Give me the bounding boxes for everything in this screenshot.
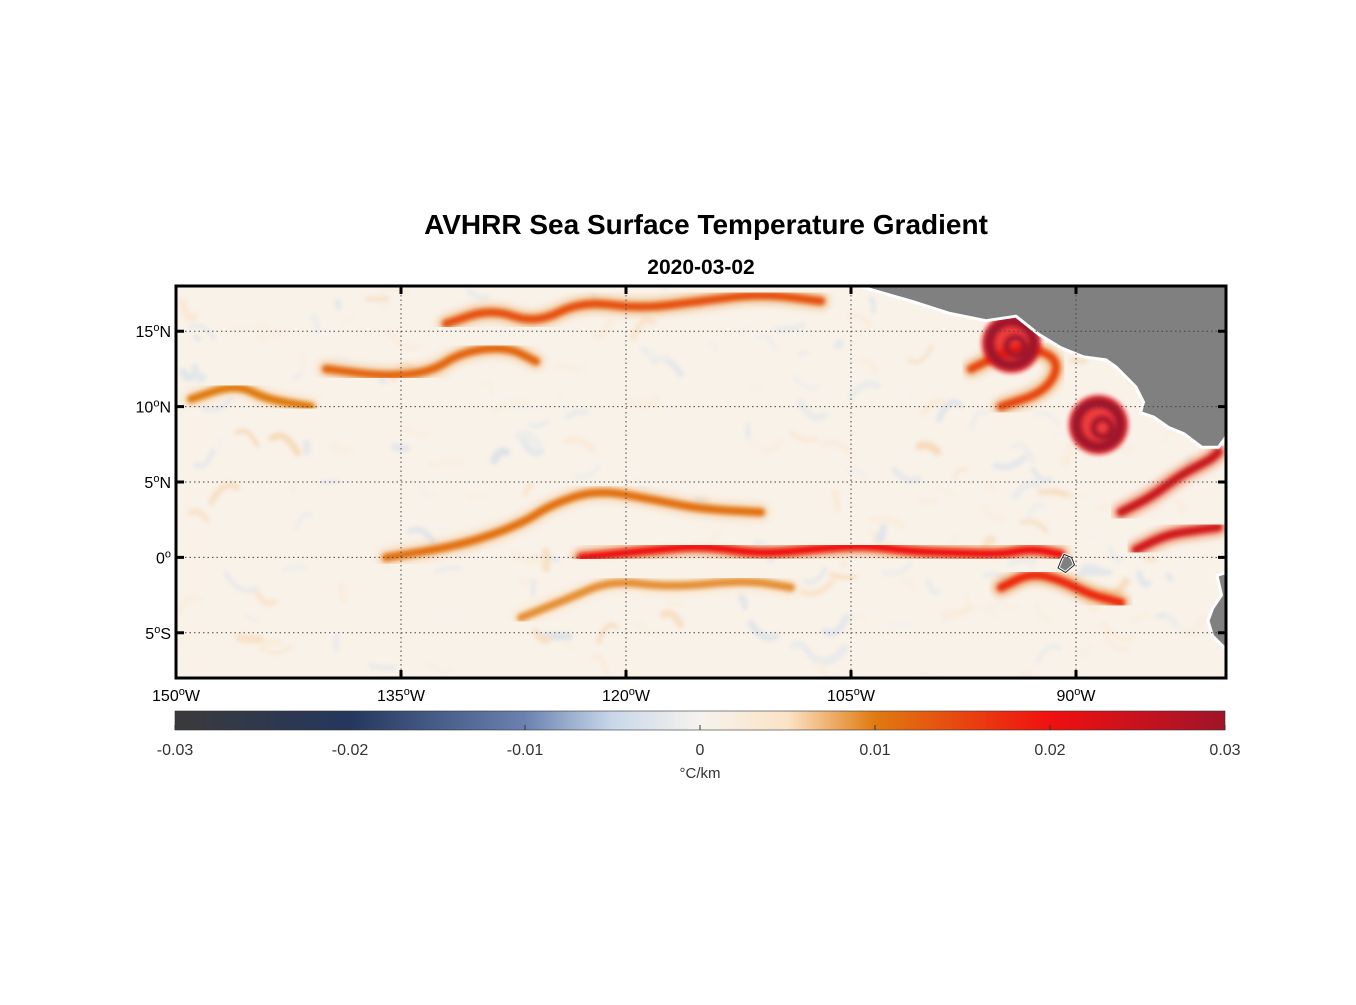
chart-title: AVHRR Sea Surface Temperature Gradient (424, 209, 988, 240)
texture-streak (843, 563, 845, 565)
colorbar-tick-label: 0 (696, 742, 705, 759)
texture-streak (920, 500, 936, 501)
texture-streak (546, 551, 547, 568)
texture-streak (240, 638, 260, 640)
texture-streak (1199, 497, 1221, 498)
x-tick-label: 105oW (827, 686, 876, 705)
y-tick-label: 0o (156, 548, 171, 567)
texture-streak (554, 367, 578, 369)
texture-streak (834, 492, 838, 509)
colorbar-label: °C/km (680, 765, 721, 782)
texture-streak (1150, 509, 1161, 512)
colorbar: -0.03 -0.02 -0.01 0 0.01 0.02 0.03 °C/km (157, 711, 1241, 782)
texture-streak (837, 343, 840, 346)
x-tick-label: 150oW (152, 686, 201, 705)
texture-streak (626, 402, 652, 404)
texture-streak (967, 594, 968, 607)
colorbar-tick-label: -0.01 (507, 742, 544, 759)
texture-streak (987, 487, 993, 488)
texture-streak (336, 636, 337, 649)
colorbar-tick-label: 0.01 (859, 742, 890, 759)
texture-streak (750, 441, 756, 444)
texture-streak (888, 625, 912, 626)
y-tick-label: 15oN (136, 322, 171, 341)
x-tick-label: 135oW (377, 686, 426, 705)
texture-streak (431, 462, 461, 465)
texture-streak (1080, 572, 1110, 573)
texture-streak (1093, 390, 1104, 392)
front-equatorial-front (581, 546, 1061, 557)
colorbar-tick-label: 0.03 (1209, 742, 1240, 759)
texture-streak (906, 451, 908, 468)
eddy-papagayo-eddy (1069, 395, 1129, 455)
texture-streak (284, 567, 303, 570)
x-tick-label: 90oW (1056, 686, 1096, 705)
y-tick-label: 5oS (145, 624, 171, 643)
texture-streak (331, 576, 342, 577)
colorbar-tick-label: -0.03 (157, 742, 194, 759)
x-tick-label: 120oW (602, 686, 651, 705)
texture-streak (991, 606, 1018, 608)
texture-streak (435, 527, 444, 528)
texture-streak (656, 397, 658, 404)
colorbar-tick-label: -0.02 (332, 742, 369, 759)
texture-streak (533, 580, 534, 594)
texture-streak (581, 367, 585, 368)
texture-streak (673, 492, 674, 495)
texture-streak (342, 585, 344, 600)
texture-streak (337, 302, 338, 306)
map-panel: 150oW 135oW 120oW 105oW 90oW 15oN 10oN 5oN 0o 5oS (136, 272, 1226, 705)
chart-subtitle: 2020-03-02 (647, 256, 754, 279)
texture-streak (394, 447, 406, 449)
texture-streak (371, 666, 394, 668)
colorbar-tick-label: 0.02 (1034, 742, 1065, 759)
texture-streak (741, 597, 745, 607)
texture-streak (322, 642, 328, 645)
y-tick-label: 5oN (144, 473, 171, 492)
y-tick-label: 10oN (136, 398, 171, 417)
